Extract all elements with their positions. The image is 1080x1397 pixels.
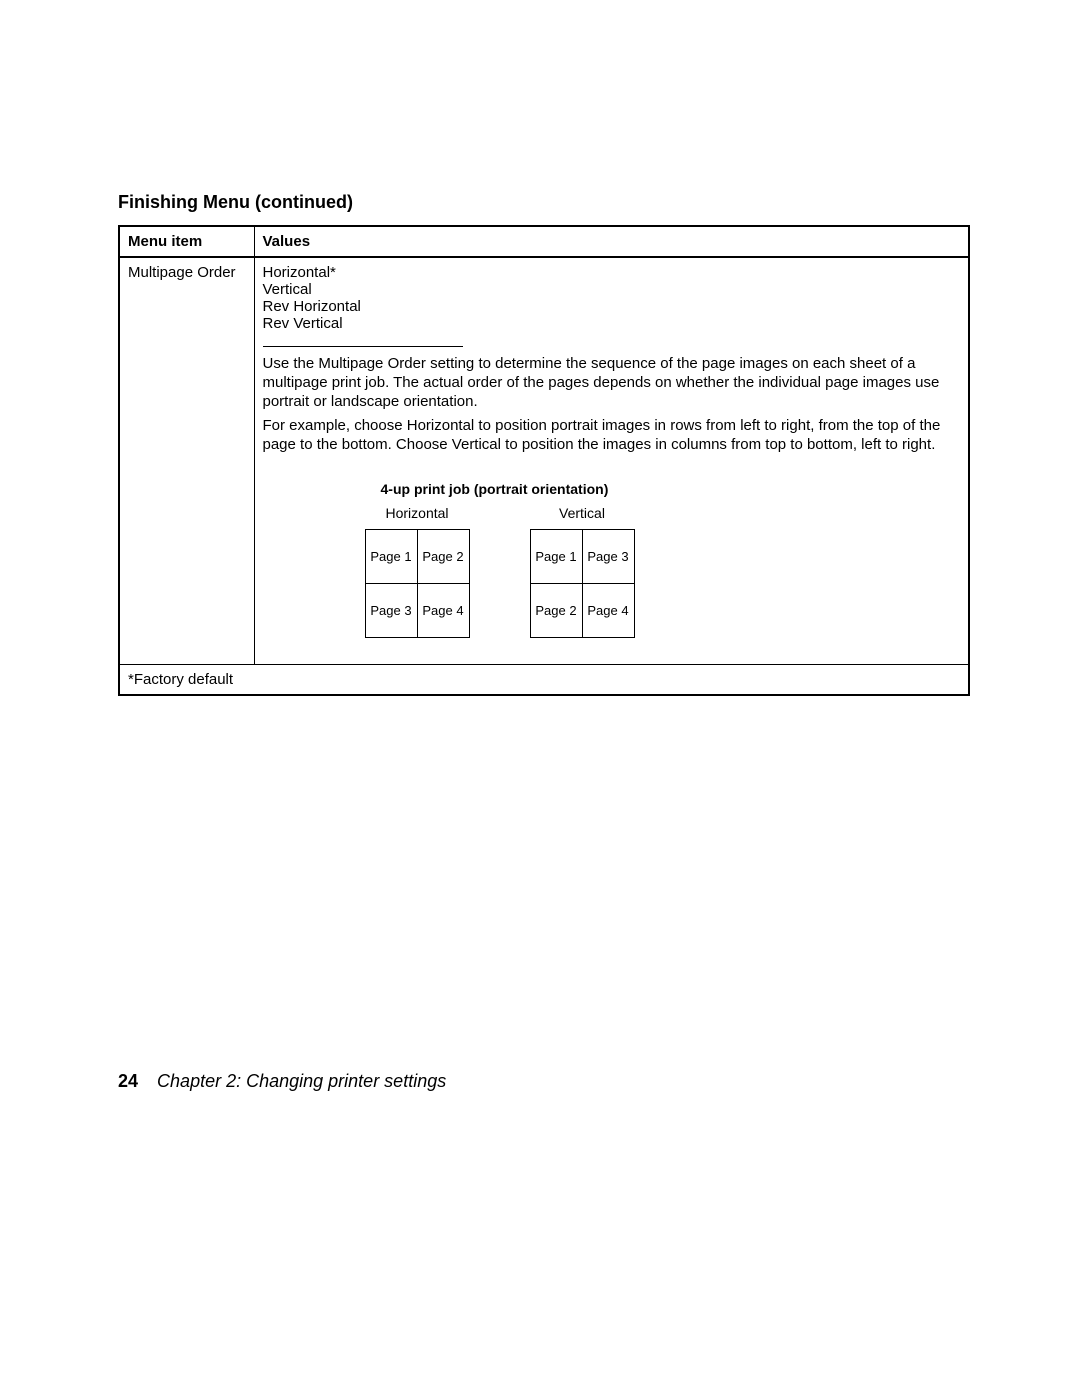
grid-cell: Page 3 [582,529,634,583]
grid-cell: Page 2 [530,583,582,637]
grid-vertical: Page 1 Page 3 Page 2 Page 4 [530,529,635,638]
paragraph: For example, choose Horizontal to positi… [263,417,961,455]
paragraph: Use the Multipage Order setting to deter… [263,355,961,411]
grid-horizontal: Page 1 Page 2 Page 3 Page 4 [365,529,470,638]
table-row: Multipage Order Horizontal* Vertical Rev… [119,257,969,664]
option-line: Vertical [263,281,961,298]
page-number: 24 [118,1071,138,1091]
grid-cell: Page 4 [582,583,634,637]
page: Finishing Menu (continued) Menu item Val… [0,0,1080,1397]
grid-cell: Page 2 [417,529,469,583]
diagram-label: Horizontal [365,505,470,521]
option-line: Horizontal* [263,264,961,281]
option-line: Rev Horizontal [263,298,961,315]
cell-values: Horizontal* Vertical Rev Horizontal Rev … [254,257,969,664]
divider [263,346,463,347]
table-footer-row: *Factory default [119,664,969,695]
diagram-vertical: Vertical Page 1 Page 3 Page 2 Page 4 [530,505,635,638]
diagram-row: Horizontal Page 1 Page 2 Page 3 Page 4 [365,505,961,638]
grid-cell: Page 3 [365,583,417,637]
diagram-label: Vertical [530,505,635,521]
th-values: Values [254,226,969,257]
footer-note: *Factory default [119,664,969,695]
page-footer: 24 Chapter 2: Changing printer settings [118,1071,446,1092]
chapter-title: Chapter 2: Changing printer settings [157,1071,446,1091]
option-line: Rev Vertical [263,315,961,332]
th-menu-item: Menu item [119,226,254,257]
section-title: Finishing Menu (continued) [118,192,970,213]
diagram-title: 4-up print job (portrait orientation) [381,481,961,497]
diagram-horizontal: Horizontal Page 1 Page 2 Page 3 Page 4 [365,505,470,638]
main-table: Menu item Values Multipage Order Horizon… [118,225,970,696]
cell-menu-item: Multipage Order [119,257,254,664]
grid-cell: Page 4 [417,583,469,637]
table-header-row: Menu item Values [119,226,969,257]
grid-cell: Page 1 [365,529,417,583]
grid-cell: Page 1 [530,529,582,583]
